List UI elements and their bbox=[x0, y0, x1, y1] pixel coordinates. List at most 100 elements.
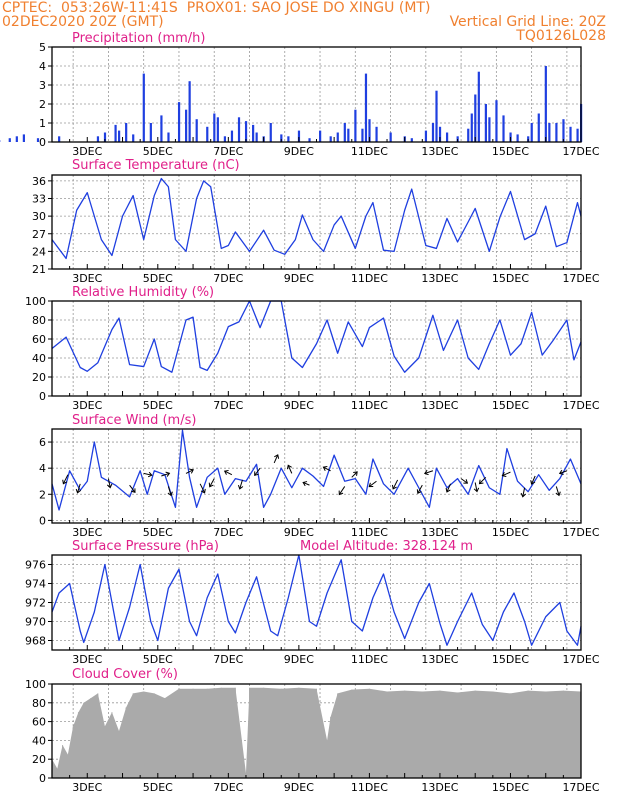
precip-bar bbox=[103, 132, 107, 142]
wind-arrow-shaft bbox=[161, 472, 170, 477]
x-tick-label-rh: 11DEC bbox=[351, 399, 388, 412]
wind-arrow bbox=[460, 478, 469, 484]
y-tick-label-cloud: 0 bbox=[39, 772, 46, 785]
header-grid-line: Vertical Grid Line: 20Z bbox=[449, 14, 606, 30]
precip-bar bbox=[244, 121, 248, 142]
wind-arrow-head bbox=[473, 487, 480, 493]
precip-bar bbox=[470, 113, 473, 142]
wind-arrow bbox=[286, 464, 293, 474]
y-tick-label-wind: 6 bbox=[39, 436, 46, 449]
wind-arrow bbox=[322, 466, 331, 472]
panel-title-temp: Surface Temperature (nC) bbox=[72, 158, 240, 173]
y-tick-label-wind: 2 bbox=[39, 488, 46, 501]
x-tick-label-cloud: 9DEC bbox=[284, 781, 314, 794]
wind-arrow bbox=[273, 454, 280, 464]
precip-bar bbox=[544, 66, 547, 142]
header-model-code: TQ0126L028 bbox=[516, 28, 606, 44]
x-tick-label-wind: 17DEC bbox=[562, 526, 599, 539]
wind-arrow-head bbox=[520, 492, 527, 498]
wind-arrow bbox=[368, 480, 377, 488]
precip-bar bbox=[354, 109, 357, 142]
precip-bar bbox=[167, 132, 170, 142]
x-tick-label-wind: 15DEC bbox=[492, 526, 529, 539]
x-tick-label-wind: 7DEC bbox=[213, 526, 243, 539]
y-tick-label-press: 968 bbox=[25, 635, 46, 648]
precip-bar bbox=[252, 124, 255, 142]
precip-bar bbox=[269, 123, 272, 142]
model-altitude-label: Model Altitude: 328.124 m bbox=[300, 539, 473, 554]
x-tick-label-rh: 7DEC bbox=[213, 399, 243, 412]
precip-bar bbox=[488, 117, 491, 142]
y-tick-label-precip: 0 bbox=[39, 136, 46, 149]
x-tick-label-press: 5DEC bbox=[143, 653, 173, 666]
x-tick-label-temp: 17DEC bbox=[562, 272, 599, 285]
wind-arrow-shaft bbox=[424, 470, 434, 474]
precip-bar bbox=[297, 130, 301, 142]
precip-bar bbox=[280, 134, 283, 142]
precip-bar bbox=[255, 132, 258, 142]
wind-arrow-head bbox=[254, 471, 259, 477]
wind-arrow bbox=[161, 471, 171, 477]
y-tick-label-temp: 30 bbox=[32, 210, 46, 223]
precip-bar bbox=[287, 136, 290, 142]
wind-arrow bbox=[254, 467, 261, 477]
panel-title-rh: Relative Humidity (%) bbox=[72, 285, 214, 300]
precip-bar bbox=[474, 94, 477, 142]
y-tick-label-precip: 4 bbox=[39, 60, 46, 73]
x-tick-label-rh: 5DEC bbox=[143, 399, 173, 412]
wind-arrow bbox=[208, 478, 215, 488]
precip-bar bbox=[22, 134, 25, 142]
x-tick-label-temp: 15DEC bbox=[492, 272, 529, 285]
wind-arrow bbox=[199, 483, 206, 494]
wind-arrow-head bbox=[147, 471, 153, 478]
wind-arrow-shaft bbox=[129, 484, 136, 493]
header-run-time: 02DEC2020 20Z (GMT) bbox=[2, 14, 164, 30]
wind-arrow bbox=[237, 479, 244, 490]
wind-arrow-head bbox=[416, 489, 422, 494]
precip-bar bbox=[223, 136, 227, 142]
x-tick-label-precip: 3DEC bbox=[72, 145, 102, 158]
wind-arrow-head bbox=[165, 471, 171, 477]
x-tick-label-precip: 11DEC bbox=[351, 145, 388, 158]
precip-bar bbox=[555, 123, 558, 142]
wind-arrow bbox=[423, 469, 434, 476]
wind-arrow-head bbox=[530, 480, 536, 485]
wind-arrow-shaft bbox=[77, 483, 81, 493]
y-tick-label-cloud: 100 bbox=[25, 678, 46, 691]
wind-arrow-head bbox=[302, 481, 308, 487]
x-tick-label-temp: 3DEC bbox=[72, 272, 102, 285]
wind-arrow-shaft bbox=[185, 469, 194, 474]
wind-arrow-shaft bbox=[199, 483, 206, 494]
precip-bar bbox=[576, 128, 579, 142]
wind-arrow-shaft bbox=[522, 487, 526, 497]
wind-arrow bbox=[338, 486, 346, 496]
precip-bar bbox=[336, 132, 339, 142]
wind-arrow bbox=[501, 471, 511, 478]
x-tick-label-wind: 13DEC bbox=[421, 526, 458, 539]
panel-title-precip: Precipitation (mm/h) bbox=[72, 31, 205, 46]
x-tick-label-cloud: 3DEC bbox=[72, 781, 102, 794]
x-tick-label-precip: 9DEC bbox=[284, 145, 314, 158]
precip-bar bbox=[114, 124, 117, 142]
wind-arrow-shaft bbox=[338, 486, 346, 495]
y-tick-label-temp: 27 bbox=[32, 228, 46, 241]
wind-arrow-head bbox=[189, 468, 194, 474]
x-tick-label-temp: 7DEC bbox=[213, 272, 243, 285]
x-tick-label-precip: 15DEC bbox=[492, 145, 529, 158]
wind-arrow-shaft bbox=[555, 486, 560, 496]
wind-arrow bbox=[558, 469, 568, 476]
x-tick-label-cloud: 17DEC bbox=[562, 781, 599, 794]
panel-frame-temp bbox=[51, 174, 582, 270]
y-tick-label-press: 974 bbox=[25, 578, 46, 591]
wind-arrow-head bbox=[478, 479, 484, 485]
precip-bar bbox=[206, 126, 209, 142]
precip-bar bbox=[188, 81, 191, 142]
precip-bar bbox=[389, 132, 392, 142]
wind-arrow-head bbox=[501, 471, 507, 478]
x-tick-label-wind: 11DEC bbox=[351, 526, 388, 539]
precip-bar bbox=[438, 126, 442, 142]
precip-bar bbox=[431, 123, 435, 142]
x-tick-label-wind: 9DEC bbox=[284, 526, 314, 539]
precip-bar bbox=[435, 90, 438, 142]
wind-arrow-head bbox=[200, 488, 206, 494]
